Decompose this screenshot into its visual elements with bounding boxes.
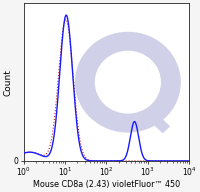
FancyArrow shape xyxy=(146,111,169,132)
Y-axis label: Count: Count xyxy=(3,69,12,96)
Circle shape xyxy=(75,32,181,132)
Circle shape xyxy=(95,51,161,114)
X-axis label: Mouse CD8a (2.43) violetFluor™ 450: Mouse CD8a (2.43) violetFluor™ 450 xyxy=(33,180,180,189)
